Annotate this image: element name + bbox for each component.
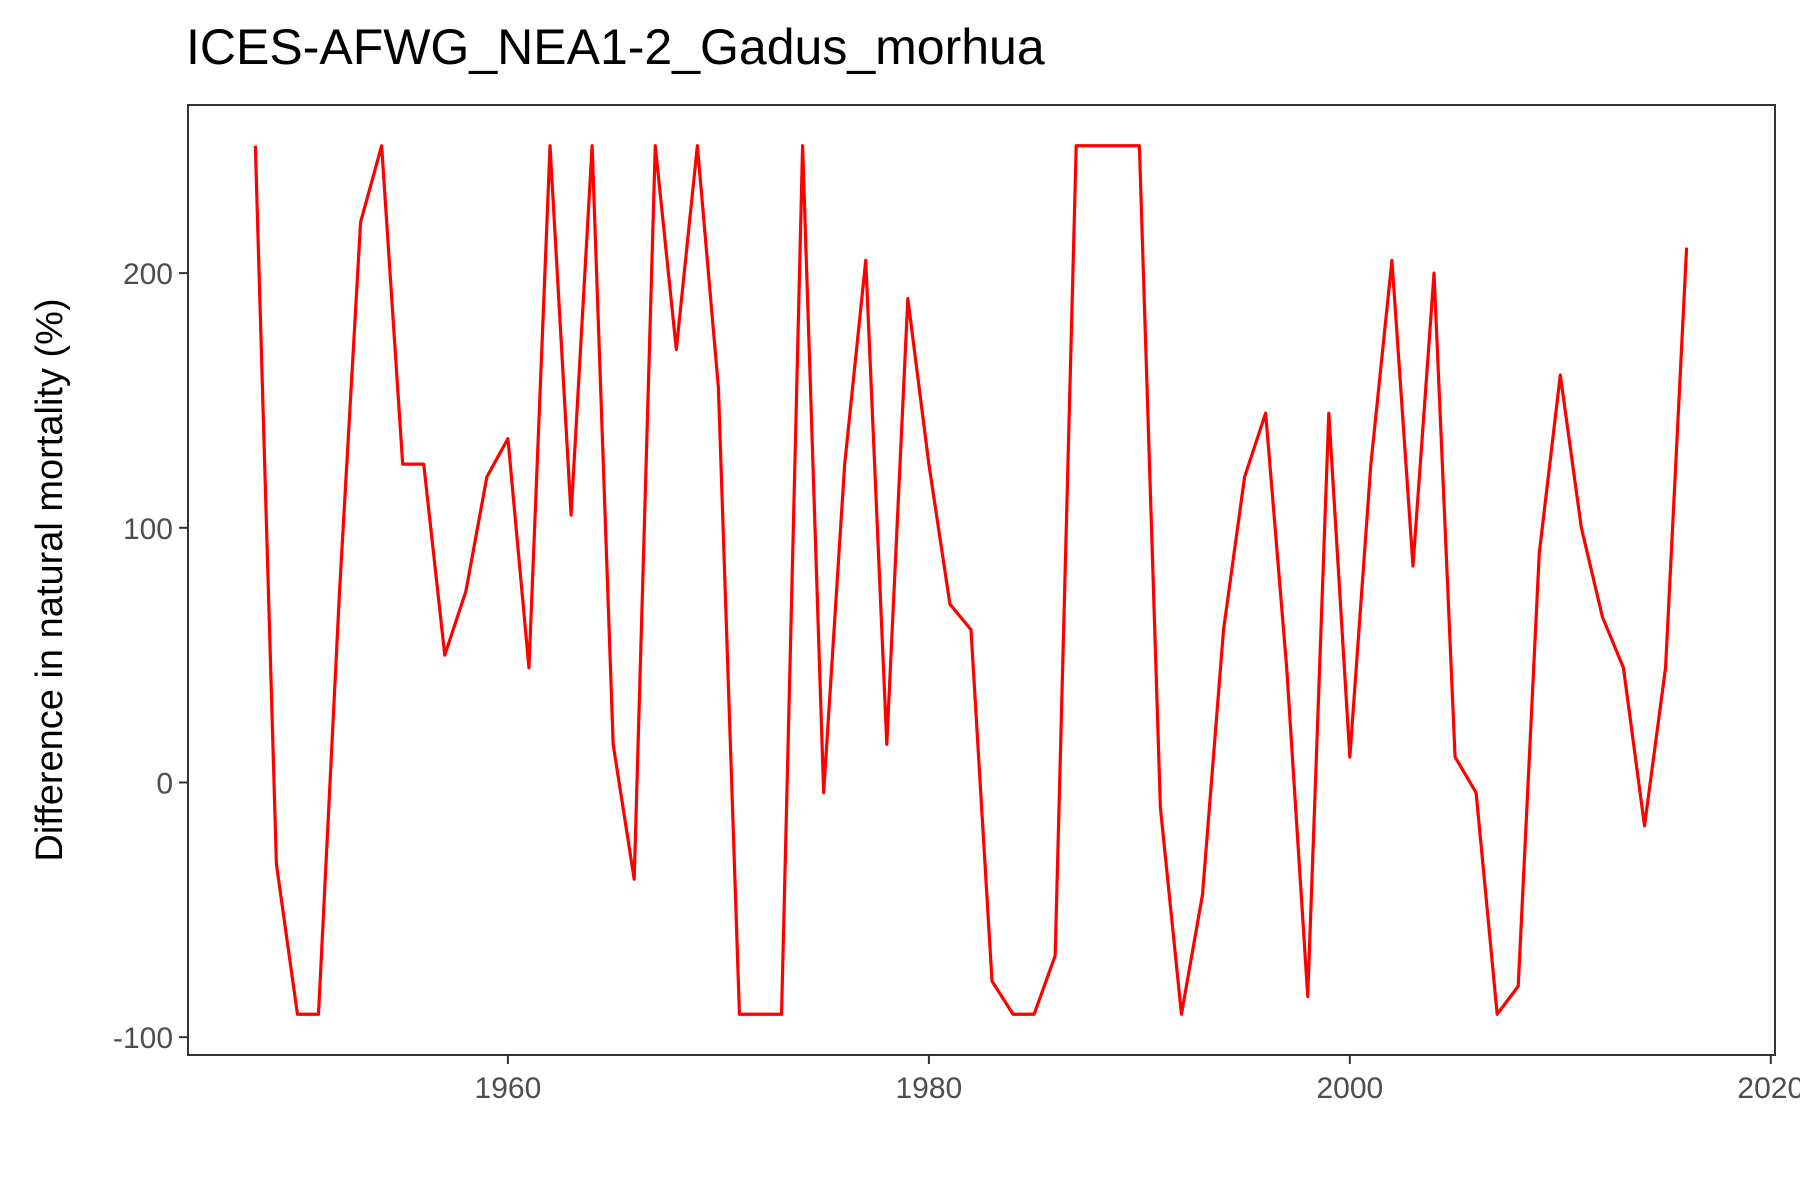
y-tick-label: -100: [113, 1022, 173, 1055]
x-axis: 1960 1980 2000 2020: [475, 1055, 1800, 1105]
x-tick-label: 2000: [1316, 1072, 1383, 1105]
y-axis-title: Difference in natural mortality (%): [29, 298, 71, 861]
series-line-0: [253, 144, 1689, 1016]
y-axis: -100 0 100 200: [113, 258, 188, 1055]
x-tick-label: 1980: [896, 1072, 963, 1105]
plot-layer: [253, 144, 1689, 1016]
x-tick-label: 2020: [1737, 1072, 1800, 1105]
plot-panel-border: [187, 104, 1776, 1056]
y-tick-label: 200: [123, 258, 173, 291]
y-tick-label: 0: [156, 767, 173, 800]
x-tick-label: 1960: [475, 1072, 542, 1105]
chart-title: ICES-AFWG_NEA1-2_Gadus_morhua: [186, 19, 1045, 75]
y-tick-label: 100: [123, 513, 173, 546]
